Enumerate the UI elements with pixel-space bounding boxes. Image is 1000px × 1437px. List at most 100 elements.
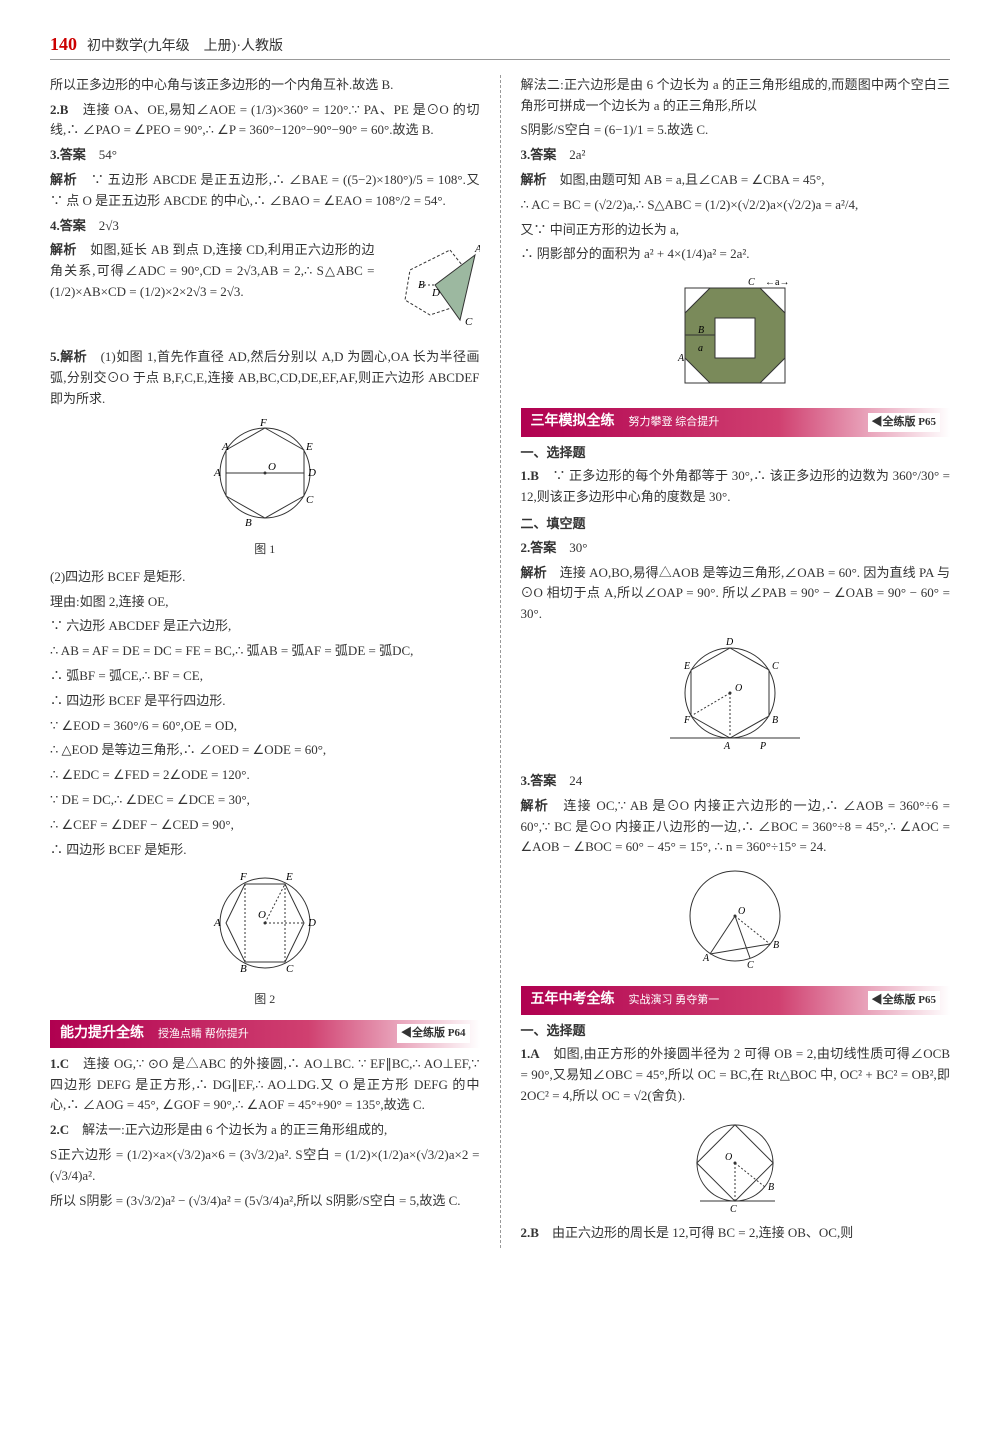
exp-label: 解析 <box>521 565 547 580</box>
question-2: 2.B 连接 OA、OE,易知∠AOE = (1/3)×360° = 120°.… <box>50 100 480 142</box>
svg-text:A: A <box>723 741 731 752</box>
q5-2l: ∴ 四边形 BCEF 是矩形. <box>50 840 480 861</box>
svg-text:O: O <box>725 1152 732 1163</box>
s2-q3-ans: 3.答案 24 <box>521 771 951 792</box>
question-3-explain: 解析 ∵ 五边形 ABCDE 是正五边形,∴ ∠BAE = ((5−2)×180… <box>50 170 480 212</box>
s1-q2: 2.C 解法一:正六边形是由 6 个边长为 a 的正三角形组成的, <box>50 1120 480 1141</box>
exp-label: 解析 <box>50 172 77 187</box>
sec-sub: 努力攀登 综合提升 <box>629 416 720 428</box>
svg-text:O: O <box>738 906 745 917</box>
svg-text:E: E <box>683 661 690 672</box>
content-columns: 所以正多边形的中心角与该正多边形的一个内角互补.故选 B. 2.B 连接 OA、… <box>50 75 950 1248</box>
svg-text:F: F <box>683 715 691 726</box>
svg-text:E: E <box>285 871 293 883</box>
q5-2c: ∵ 六边形 ABCDEF 是正六边形, <box>50 616 480 637</box>
exp-body: 如图,由题可知 AB = a,且∠CAB = ∠CBA = 45°, <box>560 172 825 187</box>
figure-1: A F E D C B A O 图 1 <box>50 418 480 559</box>
octagon-figure: B a A C ←a→ <box>521 273 951 398</box>
svg-text:C: C <box>747 960 754 971</box>
svg-text:A: A <box>702 953 710 964</box>
r-p0b: S阴影/S空白 = (6−1)/1 = 5.故选 C. <box>521 120 951 141</box>
question-4-answer: 4.答案 2√3 <box>50 216 480 237</box>
q-num: 1.C <box>50 1056 69 1071</box>
svg-text:F: F <box>259 418 267 429</box>
square-circle-figure: O B C <box>521 1115 951 1215</box>
sec-ref: ◀全练版 P65 <box>868 413 940 433</box>
exp-body: 连接 OC,∵ AB 是⊙O 内接正六边形的一边,∴ ∠AOB = 360°÷6… <box>521 798 951 855</box>
q-num: 1.B <box>521 468 539 483</box>
s1-q2c: 所以 S阴影 = (3√3/2)a² − (√3/4)a² = (5√3/4)a… <box>50 1191 480 1212</box>
q-num: 3.答案 <box>521 773 557 788</box>
q5-2j: ∵ DE = DC,∴ ∠DEC = ∠DCE = 30°, <box>50 790 480 811</box>
answer: 2√3 <box>99 218 119 233</box>
q-body: ∵ 正多边形的每个外角都等于 30°,∴ 该正多边形的边数为 360°/30° … <box>521 468 951 504</box>
answer: 30° <box>569 540 587 555</box>
exp-label: 解析 <box>50 242 77 257</box>
svg-text:A: A <box>221 441 229 453</box>
question-3-answer: 3.答案 54° <box>50 145 480 166</box>
exp-body: 连接 AO,BO,易得△AOB 是等边三角形,∠OAB = 60°. 因为直线 … <box>521 565 951 622</box>
svg-text:P: P <box>759 741 766 752</box>
fig-caption: 图 1 <box>50 540 480 559</box>
left-column: 所以正多边形的中心角与该正多边形的一个内角互补.故选 B. 2.B 连接 OA、… <box>50 75 480 1248</box>
q-body: 连接 OA、OE,易知∠AOE = (1/3)×360° = 120°.∵ PA… <box>50 102 480 138</box>
q-body: 解法一:正六边形是由 6 个边长为 a 的正三角形组成的, <box>82 1122 387 1137</box>
svg-text:B: B <box>768 1182 774 1193</box>
para: 所以正多边形的中心角与该正多边形的一个内角互补.故选 B. <box>50 75 480 96</box>
q-body: 连接 OG,∵ ⊙O 是△ABC 的外接圆,∴ AO⊥BC. ∵ EF∥BC,∴… <box>50 1056 480 1113</box>
q-num: 2.C <box>50 1122 69 1137</box>
svg-text:B: B <box>772 715 778 726</box>
q-num: 5.解析 <box>50 349 87 364</box>
exp-label: 解析 <box>521 798 550 813</box>
svg-text:D: D <box>307 467 316 479</box>
r-q3-ans: 3.答案 2a² <box>521 145 951 166</box>
svg-text:B: B <box>245 517 252 529</box>
svg-text:B: B <box>698 325 704 336</box>
r-q3-exp1: 解析 如图,由题可知 AB = a,且∠CAB = ∠CBA = 45°, <box>521 170 951 191</box>
subsection-choice2: 一、选择题 <box>521 1021 951 1042</box>
hexagon-tangent-figure: D E C F B A P O <box>521 633 951 763</box>
q-num: 4.答案 <box>50 218 86 233</box>
svg-text:F: F <box>239 871 247 883</box>
sec-ref: ◀全练版 P65 <box>868 991 940 1011</box>
svg-text:B: B <box>240 963 247 975</box>
s3-q2: 2.B 由正六边形的周长是 12,可得 BC = 2,连接 OB、OC,则 <box>521 1223 951 1244</box>
q5-part1: (1)如图 1,首先作直径 AD,然后分别以 A,D 为圆心,OA 长为半径画弧… <box>50 349 480 406</box>
q-body: 如图,由正方形的外接圆半径为 2 可得 OB = 2,由切线性质可得∠OCB =… <box>521 1046 951 1103</box>
svg-text:A: A <box>213 467 221 479</box>
q5-2f: ∴ 四边形 BCEF 是平行四边形. <box>50 691 480 712</box>
svg-text:A: A <box>213 917 221 929</box>
svg-text:C: C <box>465 316 473 328</box>
svg-text:D: D <box>307 917 316 929</box>
s2-q2-exp: 解析 连接 AO,BO,易得△AOB 是等边三角形,∠OAB = 60°. 因为… <box>521 563 951 625</box>
answer: 2a² <box>569 147 585 162</box>
right-column: 解法二:正六边形是由 6 个边长为 a 的正三角形组成的,而题图中两个空白三角形… <box>521 75 951 1248</box>
q5-2i: ∴ ∠EDC = ∠FED = 2∠ODE = 120°. <box>50 765 480 786</box>
svg-text:D: D <box>431 287 440 299</box>
page-header: 140 初中数学(九年级 上册)·人教版 <box>50 30 950 60</box>
circle-chord-figure: O A B C <box>521 866 951 976</box>
q5-2e: ∴ 弧BF = 弧CE,∴ BF = CE, <box>50 666 480 687</box>
subsection-choice: 一、选择题 <box>521 443 951 464</box>
q-num: 3.答案 <box>50 147 86 162</box>
fig-caption: 图 2 <box>50 990 480 1009</box>
q-body: 由正六边形的周长是 12,可得 BC = 2,连接 OB、OC,则 <box>552 1225 853 1240</box>
q5-2a: (2)四边形 BCEF 是矩形. <box>50 567 480 588</box>
subsection-fill: 二、填空题 <box>521 514 951 535</box>
q5-2b: 理由:如图 2,连接 OE, <box>50 592 480 613</box>
svg-text:C: C <box>772 661 779 672</box>
svg-text:C: C <box>748 277 755 288</box>
section-3year: 三年模拟全练 努力攀登 综合提升 ◀全练版 P65 <box>521 408 951 436</box>
answer: 24 <box>569 773 582 788</box>
svg-text:B: B <box>418 279 425 291</box>
s2-q2-ans: 2.答案 30° <box>521 538 951 559</box>
svg-text:D: D <box>725 637 734 648</box>
exp-label: 解析 <box>521 172 547 187</box>
s2-q1: 1.B ∵ 正多边形的每个外角都等于 30°,∴ 该正多边形的边数为 360°/… <box>521 466 951 508</box>
q-num: 1.A <box>521 1046 540 1061</box>
exp-body: 如图,延长 AB 到点 D,连接 CD,利用正六边形的边角关系,可得∠ADC =… <box>50 242 375 299</box>
q-num: 2.答案 <box>521 540 557 555</box>
q5-2k: ∴ ∠CEF = ∠DEF − ∠CED = 90°, <box>50 815 480 836</box>
q-num: 3.答案 <box>521 147 557 162</box>
hexagon-figure: A B D C <box>380 240 480 342</box>
